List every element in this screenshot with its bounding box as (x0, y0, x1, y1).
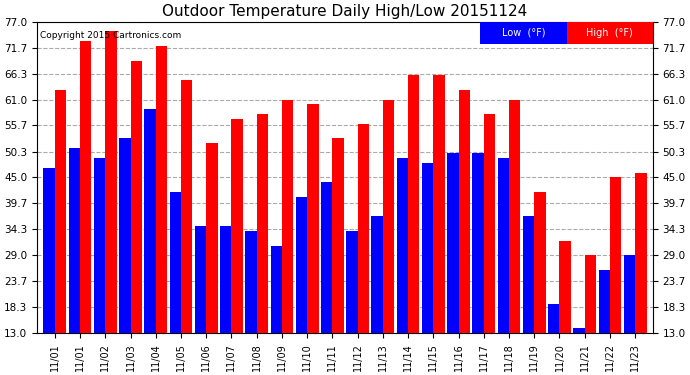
Bar (635, 172, 647, 333)
Bar (94, 158, 106, 333)
Bar (357, 124, 369, 333)
Bar (371, 216, 383, 333)
Bar (80, 41, 91, 333)
Bar (55, 90, 66, 333)
Bar (321, 182, 333, 333)
Bar (144, 109, 156, 333)
Bar (119, 138, 130, 333)
Bar (270, 246, 282, 333)
Bar (534, 192, 546, 333)
Bar (282, 100, 293, 333)
Text: Copyright 2015 Cartronics.com: Copyright 2015 Cartronics.com (40, 31, 181, 40)
Bar (573, 328, 584, 333)
Bar (231, 119, 243, 333)
Bar (624, 255, 635, 333)
Bar (509, 100, 520, 333)
Bar (333, 138, 344, 333)
Bar (43, 168, 55, 333)
Bar (195, 226, 206, 333)
Bar (383, 100, 394, 333)
Bar (610, 177, 621, 333)
Title: Outdoor Temperature Daily High/Low 20151124: Outdoor Temperature Daily High/Low 20151… (162, 4, 528, 19)
Bar (69, 148, 80, 333)
Bar (257, 114, 268, 333)
Bar (246, 231, 257, 333)
Bar (106, 32, 117, 333)
Bar (206, 143, 217, 333)
Bar (408, 75, 420, 333)
Bar (484, 114, 495, 333)
Bar (599, 270, 610, 333)
Bar (459, 90, 470, 333)
Bar (397, 158, 408, 333)
Bar (473, 153, 484, 333)
Bar (560, 241, 571, 333)
Bar (307, 104, 319, 333)
Bar (433, 75, 444, 333)
Bar (296, 197, 307, 333)
Bar (584, 255, 596, 333)
Bar (447, 153, 459, 333)
Bar (422, 163, 433, 333)
Bar (130, 61, 142, 333)
Bar (346, 231, 357, 333)
Bar (523, 216, 534, 333)
Bar (181, 80, 193, 333)
Bar (170, 192, 181, 333)
Bar (220, 226, 231, 333)
Bar (156, 46, 167, 333)
Bar (548, 304, 560, 333)
Bar (497, 158, 509, 333)
